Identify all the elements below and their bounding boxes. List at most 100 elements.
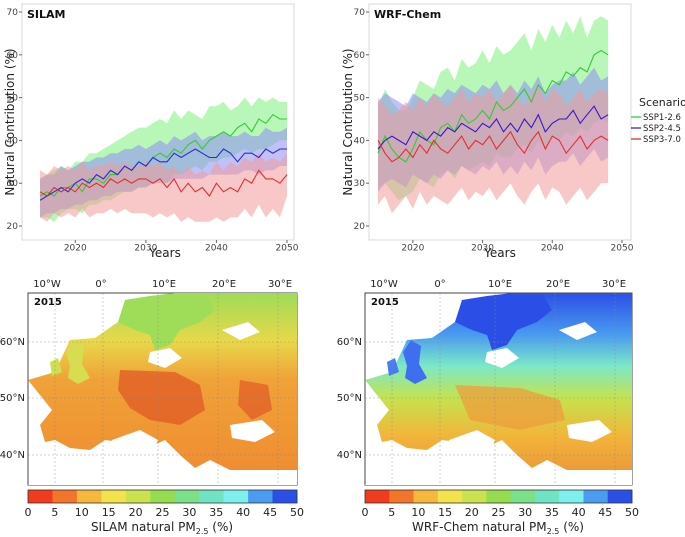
longitude-label: 30°E bbox=[602, 279, 626, 290]
chart-title: WRF-Chem bbox=[374, 8, 441, 21]
colorbar-segment bbox=[52, 490, 78, 503]
colorbar-segment bbox=[248, 490, 273, 503]
band-SSP3-7.0 bbox=[40, 153, 287, 222]
latitude-label: 40°N bbox=[337, 450, 362, 461]
colorbar-tick-label: 15 bbox=[438, 506, 452, 519]
map-year-label: 2015 bbox=[34, 297, 62, 308]
colorbar-tick-label: 10 bbox=[411, 506, 425, 519]
colorbar-segment bbox=[101, 490, 127, 503]
baltic-sea bbox=[485, 348, 519, 368]
colorbar-segment bbox=[607, 490, 633, 503]
colorbar-segment bbox=[534, 490, 560, 503]
line-SSP3-7.0 bbox=[377, 130, 609, 163]
y-axis-label: Natural Contribution (%) bbox=[341, 48, 355, 195]
colorbar-segment bbox=[223, 490, 249, 503]
x-tick-label: 2040 bbox=[541, 244, 564, 254]
colorbar-tick-label: 45 bbox=[598, 506, 612, 519]
y-tick-label: 50 bbox=[7, 94, 19, 104]
colorbar-frame bbox=[364, 489, 633, 504]
map-land bbox=[28, 293, 297, 485]
longitude-label: 10°W bbox=[33, 279, 61, 290]
latitude-label: 40°N bbox=[0, 450, 25, 461]
y-tick-label: 30 bbox=[354, 179, 366, 189]
colorbar-tick-label: 35 bbox=[545, 506, 559, 519]
colorbar-tick-label: 0 bbox=[25, 506, 32, 519]
colorbar-label: WRF-Chem natural PM2.5 (%) bbox=[412, 520, 584, 536]
colorbar-frame bbox=[27, 489, 298, 504]
colorbar-segment bbox=[413, 490, 439, 503]
y-tick-label: 20 bbox=[354, 222, 366, 232]
colorbar-tick-label: 45 bbox=[263, 506, 277, 519]
x-tick-label: 2030 bbox=[134, 244, 157, 254]
colorbar: 0 5 10 15 20 25 30 35 40 45 50 bbox=[362, 489, 639, 519]
colorbar-tick-label: 10 bbox=[75, 506, 89, 519]
x-axis-label: Years bbox=[148, 246, 181, 260]
colorbar-tick-label: 50 bbox=[290, 506, 304, 519]
x-tick-label: 2040 bbox=[205, 244, 228, 254]
map-year-label: 2015 bbox=[371, 297, 399, 308]
ireland-shape bbox=[50, 358, 62, 376]
legend-entry-label: SSP2-4.5 bbox=[643, 124, 681, 134]
y-tick-label: 70 bbox=[354, 8, 366, 18]
y-axis-label: Natural Contribution (%) bbox=[3, 48, 17, 195]
x-axis-label: Years bbox=[483, 246, 516, 260]
legend-entry-label: SSP3-7.0 bbox=[643, 135, 681, 145]
line-SSP1-2.6 bbox=[39, 113, 287, 197]
colorbar-segment bbox=[76, 490, 102, 503]
colorbar-segment bbox=[174, 490, 200, 503]
longitude-label: 20°E bbox=[212, 279, 236, 290]
band-SSP3-7.0 bbox=[378, 84, 609, 214]
colorbar-tick-label: 25 bbox=[156, 506, 170, 519]
colorbar-segment bbox=[389, 490, 414, 503]
longitude-label: 10°W bbox=[370, 279, 398, 290]
longitude-label: 0° bbox=[434, 279, 445, 290]
y-tick-label: 50 bbox=[354, 94, 366, 104]
colorbar-segment bbox=[583, 490, 609, 503]
colorbar-tick-label: 35 bbox=[209, 506, 223, 519]
chart-title: SILAM bbox=[27, 8, 65, 21]
y-tick-label: 40 bbox=[354, 136, 366, 146]
colorbar-segment bbox=[199, 490, 224, 503]
colorbar-segment bbox=[437, 490, 463, 503]
colorbar-tick-label: 20 bbox=[465, 506, 479, 519]
colorbar-tick-label: 40 bbox=[236, 506, 250, 519]
colorbar: 0 5 10 15 20 25 30 35 40 45 50 bbox=[25, 489, 304, 519]
x-tick-label: 2030 bbox=[471, 244, 494, 254]
colorbar-tick-label: 50 bbox=[625, 506, 639, 519]
line-SSP2-4.5 bbox=[39, 148, 287, 201]
x-tick-label: 2020 bbox=[64, 244, 87, 254]
y-tick-label: 60 bbox=[7, 51, 19, 61]
black-sea bbox=[567, 420, 612, 442]
ireland-shape bbox=[387, 358, 399, 376]
colorbar-tick-label: 5 bbox=[51, 506, 58, 519]
legend-entry-label: SSP1-2.6 bbox=[643, 113, 681, 123]
y-tick-label: 40 bbox=[7, 136, 19, 146]
legend-title: Scenarios bbox=[639, 96, 685, 109]
line-SSP1-2.6 bbox=[377, 49, 609, 163]
longitude-label: 10°E bbox=[488, 279, 512, 290]
colorbar-segment bbox=[510, 490, 536, 503]
longitude-label: 10°E bbox=[152, 279, 176, 290]
central-maximum bbox=[118, 370, 205, 425]
colorbar-tick-label: 30 bbox=[518, 506, 532, 519]
graticule bbox=[365, 293, 632, 485]
longitude-label: 0° bbox=[95, 279, 106, 290]
map-land bbox=[365, 293, 632, 485]
colorbar-segment bbox=[28, 490, 53, 503]
colorbar-tick-label: 20 bbox=[129, 506, 143, 519]
baltic-sea bbox=[148, 348, 182, 368]
y-tick-label: 30 bbox=[7, 179, 19, 189]
colorbar-segment bbox=[365, 490, 390, 503]
colorbar-segment bbox=[462, 490, 487, 503]
colorbar-tick-label: 25 bbox=[492, 506, 506, 519]
black-sea bbox=[230, 420, 275, 442]
scandinavia-shape bbox=[118, 293, 215, 350]
latitude-label: 50°N bbox=[0, 393, 25, 404]
mediterranean-sea bbox=[108, 430, 158, 470]
x-tick-label: 2020 bbox=[401, 244, 424, 254]
east-maximum bbox=[238, 380, 272, 420]
